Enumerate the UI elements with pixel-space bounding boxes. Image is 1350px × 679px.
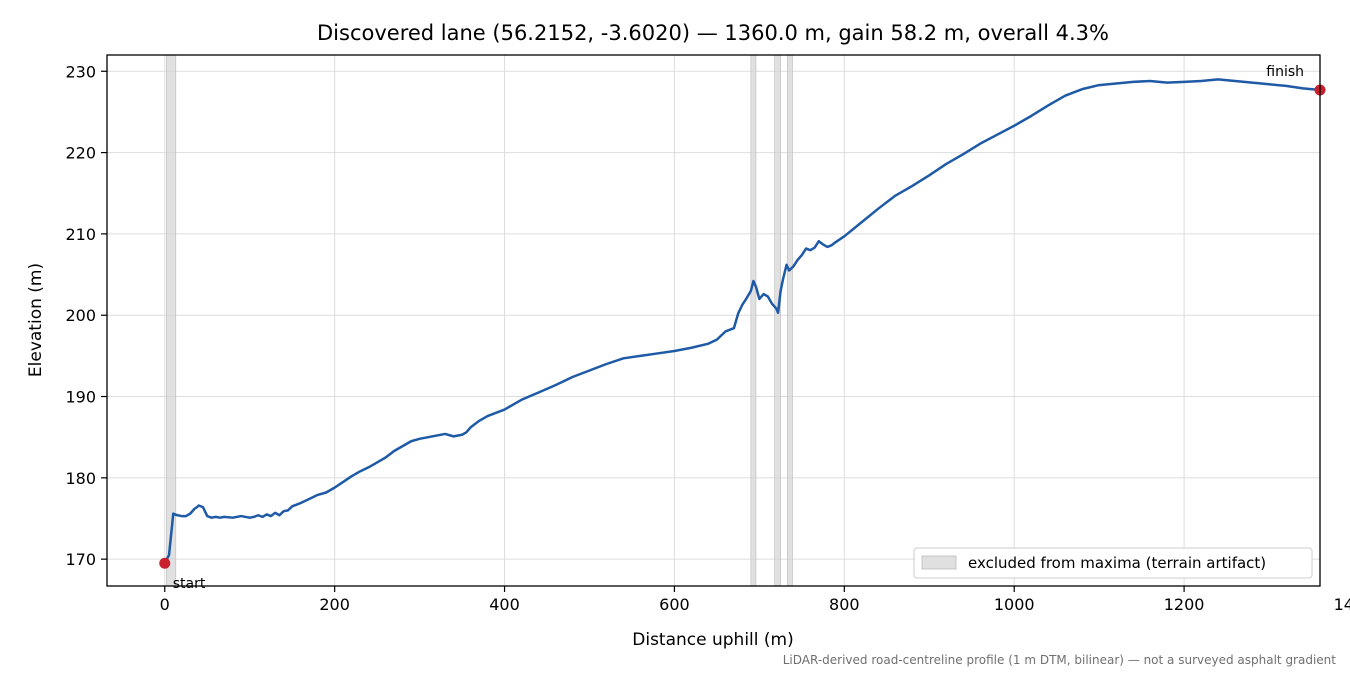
- plot-frame: [106, 54, 1321, 587]
- x-tick-label: 200: [319, 595, 350, 614]
- footnote: LiDAR-derived road-centreline profile (1…: [783, 653, 1337, 667]
- excluded-band: [166, 54, 177, 587]
- endpoint-label-finish: finish: [1266, 64, 1304, 80]
- elevation-series-line: [163, 78, 1322, 565]
- x-axis-ticks: 0 200 400 600 800 1000 1200 1400: [160, 586, 1350, 614]
- endpoint-start: [159, 557, 171, 569]
- x-tick-label: 600: [659, 595, 690, 614]
- x-tick-label: 400: [489, 595, 520, 614]
- chart-title: Discovered lane (56.2152, -3.6020) — 136…: [317, 21, 1109, 45]
- excluded-band: [774, 54, 781, 587]
- endpoint-label-start: start: [173, 576, 206, 592]
- excluded-bands: [166, 54, 793, 587]
- legend: excluded from maxima (terrain artifact): [913, 547, 1313, 579]
- y-tick-label: 170: [65, 550, 96, 569]
- y-axis-label: Elevation (m): [26, 263, 46, 377]
- x-tick-label: 1000: [994, 595, 1035, 614]
- grid-layer: [107, 55, 1320, 586]
- x-tick-label: 1400: [1334, 595, 1350, 614]
- y-tick-label: 180: [65, 469, 96, 488]
- x-tick-label: 1200: [1164, 595, 1205, 614]
- y-tick-label: 220: [65, 144, 96, 163]
- y-tick-label: 190: [65, 388, 96, 407]
- y-tick-label: 230: [65, 62, 96, 81]
- y-axis-ticks: 170 180 190 200 210 220 230: [65, 62, 107, 569]
- y-tick-label: 210: [65, 225, 96, 244]
- x-axis-label: Distance uphill (m): [632, 630, 793, 650]
- x-tick-label: 800: [829, 595, 860, 614]
- excluded-band: [787, 54, 793, 587]
- legend-label-excluded: excluded from maxima (terrain artifact): [968, 554, 1266, 572]
- excluded-band: [750, 54, 757, 587]
- series-layer: [163, 78, 1322, 565]
- legend-swatch-excluded: [921, 555, 957, 570]
- y-tick-label: 200: [65, 306, 96, 325]
- legend-box: [913, 547, 1313, 579]
- x-tick-label: 0: [160, 595, 170, 614]
